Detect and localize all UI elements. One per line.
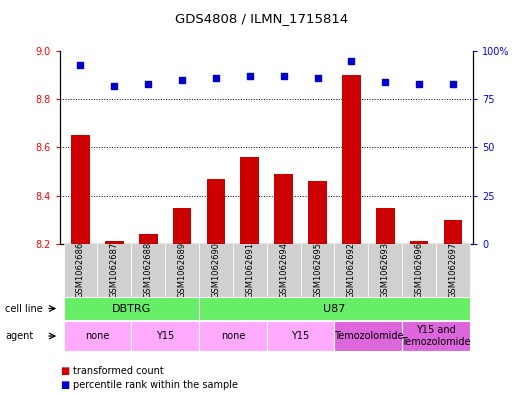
Text: agent: agent bbox=[5, 331, 33, 341]
Point bbox=[76, 61, 85, 68]
Point bbox=[144, 81, 152, 87]
Bar bbox=[173, 208, 191, 244]
Bar bbox=[131, 321, 199, 351]
Bar bbox=[71, 135, 90, 244]
Text: DBTRG: DBTRG bbox=[111, 303, 151, 314]
Text: Y15: Y15 bbox=[291, 331, 310, 341]
Bar bbox=[335, 321, 402, 351]
Text: GSM1062696: GSM1062696 bbox=[415, 242, 424, 298]
Bar bbox=[436, 244, 470, 297]
Text: GDS4808 / ILMN_1715814: GDS4808 / ILMN_1715814 bbox=[175, 12, 348, 25]
Bar bbox=[376, 208, 394, 244]
Text: U87: U87 bbox=[323, 303, 346, 314]
Text: Y15: Y15 bbox=[156, 331, 174, 341]
Text: GSM1062691: GSM1062691 bbox=[245, 242, 254, 298]
Text: Y15 and
Temozolomide: Y15 and Temozolomide bbox=[401, 325, 471, 347]
Text: none: none bbox=[221, 331, 245, 341]
Bar bbox=[402, 244, 436, 297]
Bar bbox=[63, 244, 97, 297]
Bar bbox=[199, 321, 267, 351]
Text: GSM1062694: GSM1062694 bbox=[279, 242, 288, 298]
Point bbox=[178, 77, 186, 83]
Point bbox=[313, 75, 322, 81]
Bar bbox=[63, 297, 199, 320]
Text: percentile rank within the sample: percentile rank within the sample bbox=[73, 380, 238, 390]
Point bbox=[347, 57, 356, 64]
Text: GSM1062690: GSM1062690 bbox=[211, 242, 220, 298]
Bar bbox=[63, 321, 131, 351]
Bar bbox=[444, 220, 462, 244]
Bar bbox=[199, 244, 233, 297]
Bar bbox=[342, 75, 361, 244]
Text: GSM1062697: GSM1062697 bbox=[449, 242, 458, 298]
Text: Temozolomide: Temozolomide bbox=[334, 331, 403, 341]
Text: GSM1062693: GSM1062693 bbox=[381, 242, 390, 298]
Bar bbox=[241, 157, 259, 244]
Point bbox=[449, 81, 457, 87]
Bar bbox=[139, 234, 157, 244]
Point bbox=[381, 79, 390, 85]
Bar bbox=[402, 321, 470, 351]
Text: GSM1062687: GSM1062687 bbox=[110, 242, 119, 298]
Bar bbox=[275, 174, 293, 244]
Bar bbox=[267, 321, 335, 351]
Bar bbox=[97, 244, 131, 297]
Point bbox=[110, 83, 119, 89]
Text: cell line: cell line bbox=[5, 303, 43, 314]
Bar bbox=[207, 179, 225, 244]
Point bbox=[415, 81, 423, 87]
Bar bbox=[199, 297, 470, 320]
Bar bbox=[308, 181, 327, 244]
Bar bbox=[267, 244, 301, 297]
Bar bbox=[131, 244, 165, 297]
Text: none: none bbox=[85, 331, 110, 341]
Point bbox=[212, 75, 220, 81]
Bar bbox=[368, 244, 402, 297]
Text: GSM1062688: GSM1062688 bbox=[144, 242, 153, 298]
Text: ■: ■ bbox=[60, 380, 70, 390]
Text: GSM1062689: GSM1062689 bbox=[178, 242, 187, 298]
Bar bbox=[301, 244, 335, 297]
Bar bbox=[335, 244, 368, 297]
Point bbox=[246, 73, 254, 79]
Point bbox=[279, 73, 288, 79]
Bar bbox=[165, 244, 199, 297]
Bar bbox=[105, 241, 123, 244]
Text: GSM1062686: GSM1062686 bbox=[76, 242, 85, 298]
Bar bbox=[233, 244, 267, 297]
Text: GSM1062692: GSM1062692 bbox=[347, 242, 356, 298]
Text: transformed count: transformed count bbox=[73, 366, 164, 376]
Bar bbox=[410, 241, 428, 244]
Text: ■: ■ bbox=[60, 366, 70, 376]
Text: GSM1062695: GSM1062695 bbox=[313, 242, 322, 298]
